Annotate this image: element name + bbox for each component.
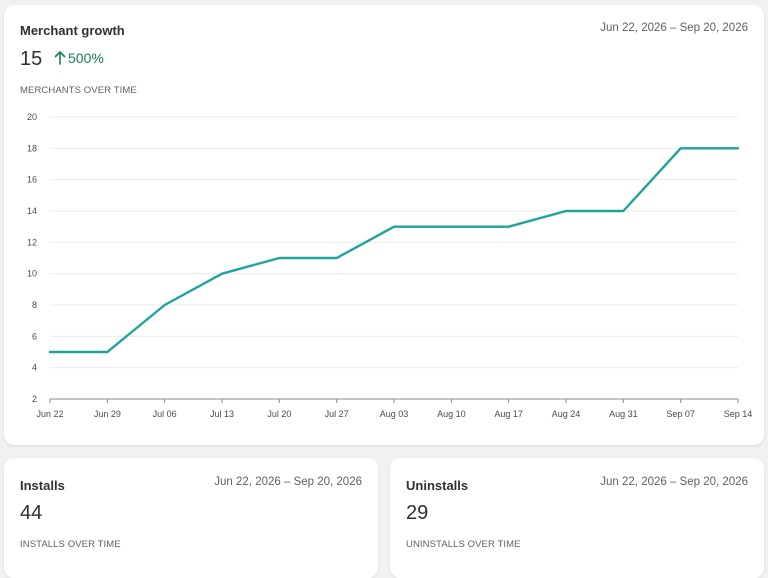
x-tick-label: Aug 24 bbox=[552, 409, 581, 419]
y-tick-label: 10 bbox=[27, 269, 37, 279]
data-point[interactable] bbox=[620, 208, 626, 214]
y-tick-label: 12 bbox=[27, 237, 37, 247]
merchants-over-time-chart[interactable]: 2 4 6 8 10 12 14 16 18 20 Jun 22 Jun 29 Jul 06 Jul 13… bbox=[4, 5, 764, 445]
x-tick-label: Jul 06 bbox=[153, 409, 177, 419]
merchant-growth-card: Merchant growth Jun 22, 2026 – Sep 20, 2… bbox=[4, 5, 764, 445]
data-point[interactable] bbox=[448, 224, 454, 230]
installs-title: Installs bbox=[20, 478, 65, 493]
x-tick-label: Aug 17 bbox=[494, 409, 523, 419]
x-tick-label: Jun 29 bbox=[94, 409, 121, 419]
installs-value: 44 bbox=[20, 502, 43, 524]
merchant-growth-title: Merchant growth bbox=[20, 23, 125, 38]
series-line bbox=[48, 147, 740, 354]
y-tick-label: 20 bbox=[27, 112, 37, 122]
arrow-up-icon bbox=[54, 51, 66, 65]
y-tick-label: 14 bbox=[27, 206, 37, 216]
uninstalls-title: Uninstalls bbox=[406, 478, 469, 493]
installs-card: Installs Jun 22, 2026 – Sep 20, 2026 44 … bbox=[4, 458, 378, 578]
x-tick-label: Aug 10 bbox=[437, 409, 466, 419]
x-tick-label: Aug 03 bbox=[380, 409, 409, 419]
merchant-growth-change: 500% bbox=[54, 50, 104, 66]
y-tick-label: 8 bbox=[32, 300, 37, 310]
y-tick-label: 6 bbox=[32, 331, 37, 341]
data-point[interactable] bbox=[104, 349, 110, 355]
x-tick-label: Jun 22 bbox=[36, 409, 63, 419]
uninstalls-date-range[interactable]: Jun 22, 2026 – Sep 20, 2026 bbox=[600, 476, 748, 488]
x-tick-label: Jul 20 bbox=[267, 409, 291, 419]
merchant-growth-change-value: 500% bbox=[68, 50, 104, 66]
data-point[interactable] bbox=[47, 349, 53, 355]
data-point[interactable] bbox=[162, 302, 168, 308]
installs-subtitle: INSTALLS OVER TIME bbox=[20, 539, 121, 550]
merchant-growth-value: 15 bbox=[20, 48, 43, 70]
uninstalls-value: 29 bbox=[406, 502, 429, 524]
data-point[interactable] bbox=[391, 224, 397, 230]
y-tick-label: 2 bbox=[32, 394, 37, 404]
uninstalls-subtitle: UNINSTALLS OVER TIME bbox=[406, 539, 521, 550]
x-tick-label: Sep 07 bbox=[666, 409, 695, 419]
installs-date-range[interactable]: Jun 22, 2026 – Sep 20, 2026 bbox=[214, 476, 362, 488]
merchant-growth-date-range[interactable]: Jun 22, 2026 – Sep 20, 2026 bbox=[600, 22, 748, 34]
data-point[interactable] bbox=[735, 145, 741, 151]
x-tick-label: Jul 27 bbox=[325, 409, 349, 419]
x-tick-label: Jul 13 bbox=[210, 409, 234, 419]
x-tick-label: Aug 31 bbox=[609, 409, 638, 419]
merchant-growth-subtitle: MERCHANTS OVER TIME bbox=[20, 85, 137, 96]
y-tick-label: 16 bbox=[27, 175, 37, 185]
data-point[interactable] bbox=[276, 255, 282, 261]
data-point[interactable] bbox=[219, 271, 225, 277]
y-tick-label: 18 bbox=[27, 143, 37, 153]
uninstalls-card: Uninstalls Jun 22, 2026 – Sep 20, 2026 2… bbox=[390, 458, 764, 578]
data-point[interactable] bbox=[563, 208, 569, 214]
data-point[interactable] bbox=[678, 145, 684, 151]
data-point[interactable] bbox=[334, 255, 340, 261]
y-tick-label: 4 bbox=[32, 363, 37, 373]
x-tick-label: Sep 14 bbox=[724, 409, 753, 419]
data-point[interactable] bbox=[506, 224, 512, 230]
